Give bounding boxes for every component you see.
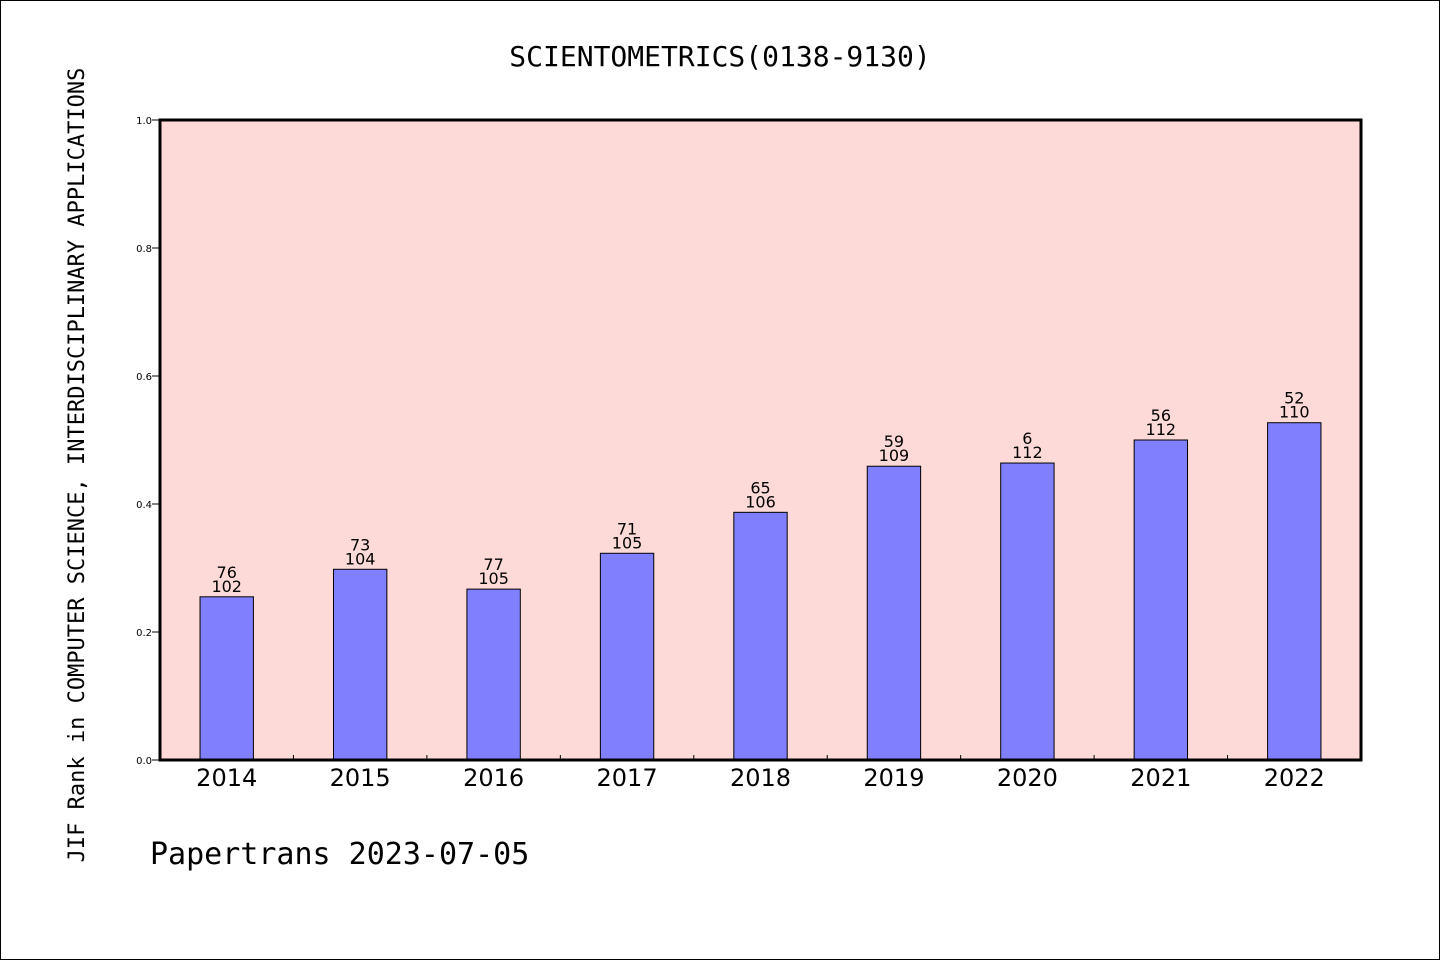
bar-total-label: 112 [1012,443,1043,462]
bar-2020 [1000,462,1055,761]
x-tick-label: 2017 [597,764,658,792]
bar-total-label: 110 [1279,403,1310,422]
y-tick-label: 0.6 [136,372,152,383]
x-tick-label: 2016 [463,764,524,792]
bar-rank-label: 52 [1284,389,1304,408]
x-tick-label: 2020 [997,764,1058,792]
bar-rank-label: 59 [884,432,904,451]
bar-total-label: 102 [211,577,242,596]
bar-total-label: 105 [478,569,509,588]
bar-2018 [733,511,788,761]
footer-credit: Papertrans 2023-07-05 [150,837,529,872]
bar-rank-label: 73 [350,535,370,554]
bar-total-label: 106 [745,492,776,511]
y-tick-label: 0.4 [136,500,152,511]
y-tick-label: 0.2 [136,628,152,639]
bar-2014 [199,596,254,761]
x-tick-label: 2018 [730,764,791,792]
plot-border [158,118,1363,762]
y-tick-label: 1.0 [136,116,152,127]
bar-2016 [466,588,521,761]
bar-rank-label: 65 [750,478,770,497]
chart-title: SCIENTOMETRICS(0138-9130) [509,40,930,73]
y-tick-label: 0.8 [136,244,152,255]
bar-2022 [1267,422,1322,761]
bar-rank-label: 76 [217,563,237,582]
bar-2021 [1133,439,1189,761]
bar-total-label: 105 [612,533,643,552]
bar-total-label: 104 [345,549,376,568]
ticks-layer: 0.0 0.2 0.4 0.6 0.8 1.0 2014 2015 2016 2017 2018 20… [136,116,1325,792]
bar-rank-label: 56 [1151,406,1171,425]
bar-2015 [332,568,388,761]
x-tick-label: 2014 [196,764,257,792]
bar-rank-label: 71 [617,519,637,538]
bar-2019 [866,465,922,761]
x-tick-label: 2019 [863,764,924,792]
x-tick-label: 2022 [1264,764,1325,792]
y-axis-label: JIF Rank in COMPUTER SCIENCE, INTERDISCI… [65,68,90,863]
bar-total-label: 112 [1146,420,1177,439]
y-tick-label: 0.0 [136,756,152,767]
bar-rank-label: 77 [483,555,503,574]
bar-2017 [599,552,655,761]
bar-total-label: 109 [879,446,910,465]
x-tick-label: 2015 [330,764,391,792]
bar-rank-label: 6 [1022,429,1032,448]
x-tick-label: 2021 [1130,764,1191,792]
